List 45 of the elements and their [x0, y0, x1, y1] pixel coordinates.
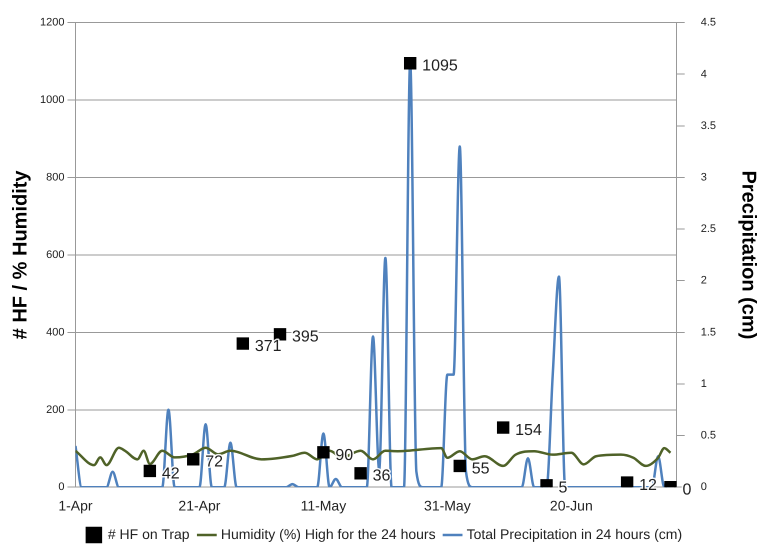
- legend-label: Total Precipitation in 24 hours (cm): [466, 526, 682, 542]
- x-tick-label: 31-May: [424, 497, 471, 514]
- y2-tick-label: 1.5: [700, 326, 716, 338]
- point: [496, 421, 510, 434]
- data-label: 55: [472, 460, 490, 478]
- y-tick-label: 800: [46, 172, 64, 184]
- y-tick-label: 1200: [40, 16, 64, 29]
- point: [354, 467, 367, 480]
- y2-tick-label: 1: [700, 378, 707, 390]
- point: [454, 460, 466, 472]
- y-tick-label: 1000: [40, 94, 64, 106]
- point: [236, 337, 250, 350]
- x-tick-label: 20-Jun: [550, 497, 593, 514]
- data-label: 36: [372, 468, 390, 485]
- x-tick-label: 21-Apr: [178, 497, 221, 514]
- y-tick-label: 0: [58, 481, 64, 494]
- point: [404, 57, 416, 70]
- y2-tick-label: 2: [700, 274, 707, 287]
- y2-tick-label: 3.5: [700, 120, 716, 132]
- y-tick-label: 600: [46, 248, 64, 261]
- y-tick-label: 400: [46, 326, 64, 338]
- point: [620, 476, 634, 488]
- point: [274, 328, 286, 340]
- y2-tick-label: 3: [700, 172, 707, 184]
- y2-tick-label: 0.5: [700, 430, 716, 442]
- legend-label: Humidity (%) High for the 24 hours: [220, 526, 436, 542]
- y-tick-label: 200: [46, 404, 64, 416]
- data-label: 5: [558, 480, 568, 497]
- y2-tick-label: 2.5: [700, 223, 716, 236]
- data-label: 1095: [422, 58, 458, 75]
- y2-axis-title: Precipitation (cm): [737, 170, 760, 340]
- x-tick-label: 11-May: [300, 497, 346, 514]
- y2-tick-label: 4.5: [700, 16, 716, 29]
- data-label: 0: [682, 482, 692, 499]
- y2-tick-label: 4: [700, 68, 707, 80]
- data-label: 154: [515, 422, 542, 439]
- point: [187, 453, 200, 466]
- y-axis-title: # HF / % Humidity: [10, 170, 32, 340]
- y2-tick-label: 0: [700, 481, 707, 494]
- x-tick-label: 1-Apr: [58, 497, 93, 514]
- data-label: 371: [254, 338, 282, 355]
- data-label: 395: [292, 328, 319, 346]
- point: [317, 446, 330, 459]
- legend-label: # HF on Trap: [108, 526, 190, 542]
- point: [144, 464, 156, 478]
